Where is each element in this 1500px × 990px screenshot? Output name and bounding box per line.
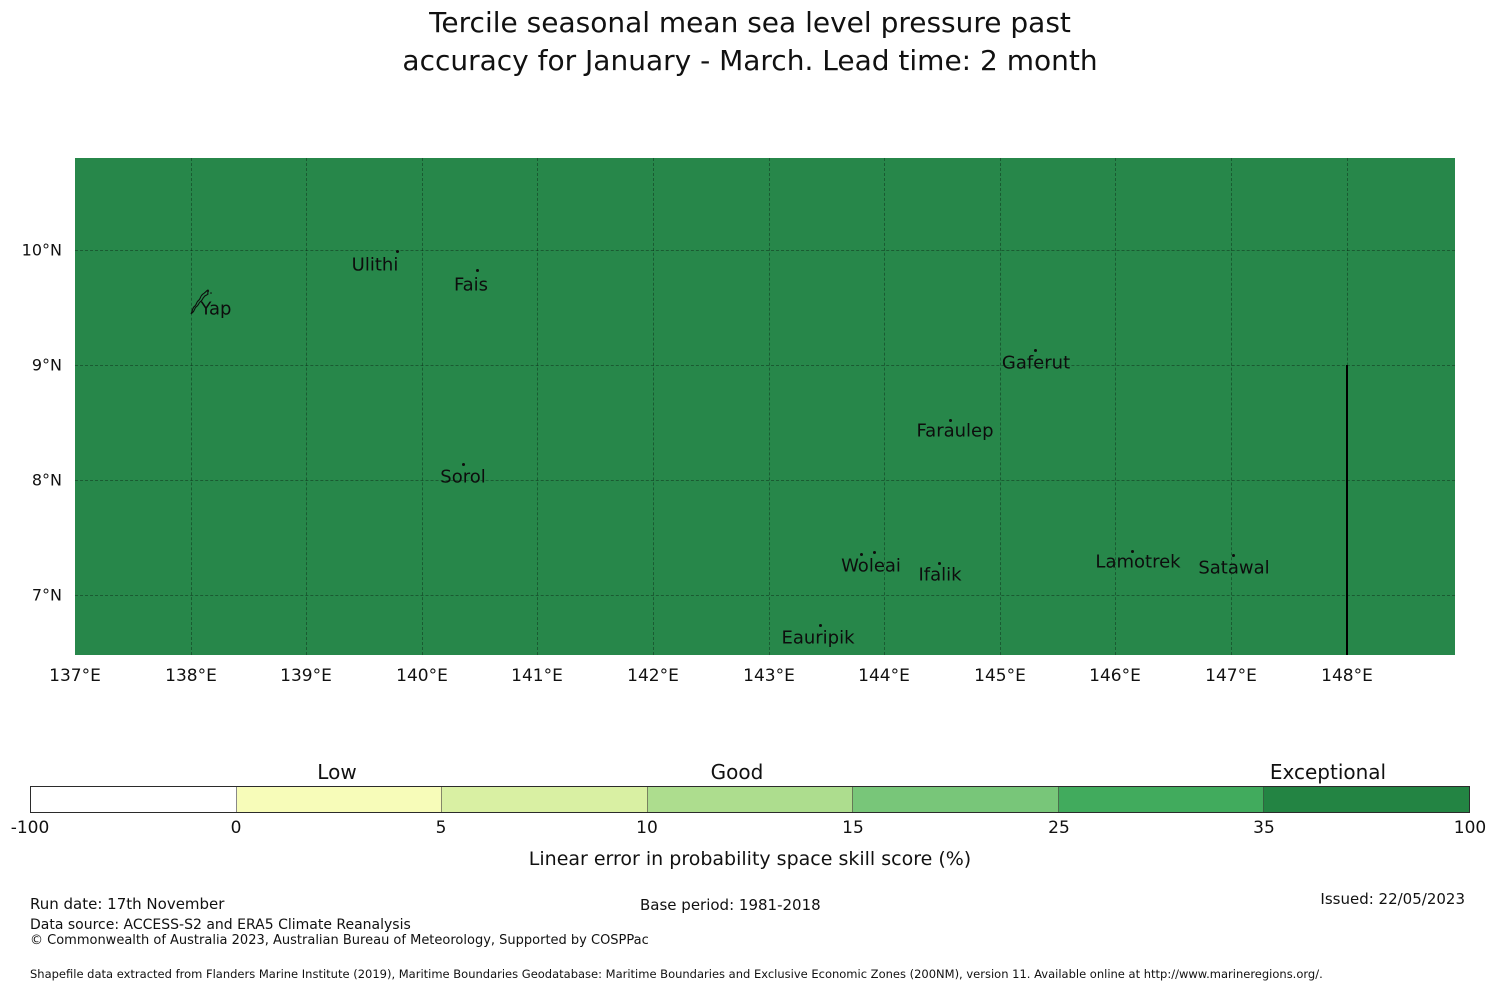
colorbar-segment: [1058, 787, 1265, 812]
x-tick-label: 140°E: [396, 666, 448, 686]
island-label-ulithi: Ulithi: [351, 254, 399, 276]
yap-island-shape: [190, 289, 212, 315]
gridline: [769, 158, 770, 655]
gridline: [884, 158, 885, 655]
colorbar-segment: [647, 787, 854, 812]
gridline: [75, 250, 1455, 251]
x-tick-label: 145°E: [974, 666, 1026, 686]
gridline: [191, 158, 192, 655]
x-tick-label: 147°E: [1205, 666, 1257, 686]
gridline: [653, 158, 654, 655]
colorbar-axis-label: Linear error in probability space skill …: [528, 848, 972, 870]
island-dot: [860, 553, 863, 556]
x-tick-label: 143°E: [743, 666, 795, 686]
island-dot: [949, 419, 952, 422]
x-tick-label: 139°E: [280, 666, 332, 686]
gridline: [75, 365, 1455, 366]
colorbar-tick: 0: [230, 818, 242, 838]
island-dot: [396, 250, 399, 253]
gridline: [1231, 158, 1232, 655]
eez-boundary-line: [1346, 365, 1348, 655]
colorbar-tick: 5: [435, 818, 447, 838]
x-tick-label: 142°E: [627, 666, 679, 686]
gridline: [75, 480, 1455, 481]
island-dot: [938, 562, 941, 565]
island-dot: [819, 624, 822, 627]
y-tick-label: 7°N: [31, 585, 62, 605]
y-tick-label: 8°N: [31, 470, 62, 490]
island-label-lamotrek: Lamotrek: [1095, 551, 1181, 573]
colorbar-tick: 100: [1453, 818, 1487, 838]
gridline: [537, 158, 538, 655]
colorbar-segment: [1264, 787, 1470, 812]
x-tick-label: 146°E: [1089, 666, 1141, 686]
island-dot: [1034, 349, 1037, 352]
y-tick-label: 9°N: [31, 355, 62, 375]
colorbar-segment: [236, 787, 443, 812]
colorbar-tick: 25: [1048, 818, 1070, 838]
x-tick-label: 137°E: [49, 666, 101, 686]
copyright-text: © Commonwealth of Australia 2023, Austra…: [30, 933, 649, 948]
island-label-fais: Fais: [453, 274, 489, 296]
island-dot: [873, 551, 876, 554]
colorbar-segment: [31, 787, 237, 812]
gridline: [1000, 158, 1001, 655]
island-label-satawal: Satawal: [1198, 557, 1270, 579]
y-tick-label: 10°N: [21, 240, 62, 260]
gridline: [306, 158, 307, 655]
colorbar-segment: [853, 787, 1059, 812]
x-tick-label: 141°E: [511, 666, 563, 686]
island-dot: [476, 269, 479, 272]
map-canvas: Yap Ulithi Fais Sorol Gaferut Faraulep W…: [75, 158, 1455, 655]
colorbar-segment: [442, 787, 648, 812]
island-label-ifalik: Ifalik: [918, 564, 962, 586]
colorbar-tick: -100: [10, 818, 50, 838]
island-label-sorol: Sorol: [440, 466, 486, 488]
run-date-text: Run date: 17th November: [30, 895, 225, 913]
gridline: [75, 595, 1455, 596]
island-label-yap: Yap: [200, 298, 232, 320]
island-label-gaferut: Gaferut: [1001, 352, 1071, 374]
island-label-faraulep: Faraulep: [916, 420, 994, 442]
colorbar: [30, 786, 1470, 813]
island-dot: [462, 463, 465, 466]
shapefile-note-text: Shapefile data extracted from Flanders M…: [30, 967, 1323, 981]
colorbar-tick: 10: [636, 818, 658, 838]
island-dot: [1131, 550, 1134, 553]
colorbar-tick: 35: [1253, 818, 1275, 838]
x-tick-label: 148°E: [1321, 666, 1373, 686]
base-period-text: Base period: 1981-2018: [640, 896, 821, 914]
data-source-text: Data source: ACCESS-S2 and ERA5 Climate …: [30, 917, 411, 933]
island-dot: [1232, 554, 1235, 557]
colorbar-tick: 15: [842, 818, 864, 838]
colorbar-category-low: Low: [317, 760, 357, 784]
colorbar-category-exceptional: Exceptional: [1269, 760, 1387, 784]
island-label-woleai: Woleai: [841, 555, 901, 577]
island-label-eauripik: Eauripik: [781, 627, 855, 649]
figure-title: Tercile seasonal mean sea level pressure…: [0, 4, 1500, 80]
title-line-1: Tercile seasonal mean sea level pressure…: [429, 6, 1071, 39]
x-tick-label: 144°E: [858, 666, 910, 686]
x-tick-label: 138°E: [165, 666, 217, 686]
title-line-2: accuracy for January - March. Lead time:…: [402, 44, 1098, 77]
colorbar-category-good: Good: [710, 760, 764, 784]
gridline: [422, 158, 423, 655]
issued-text: Issued: 22/05/2023: [1320, 890, 1465, 908]
gridline: [1115, 158, 1116, 655]
